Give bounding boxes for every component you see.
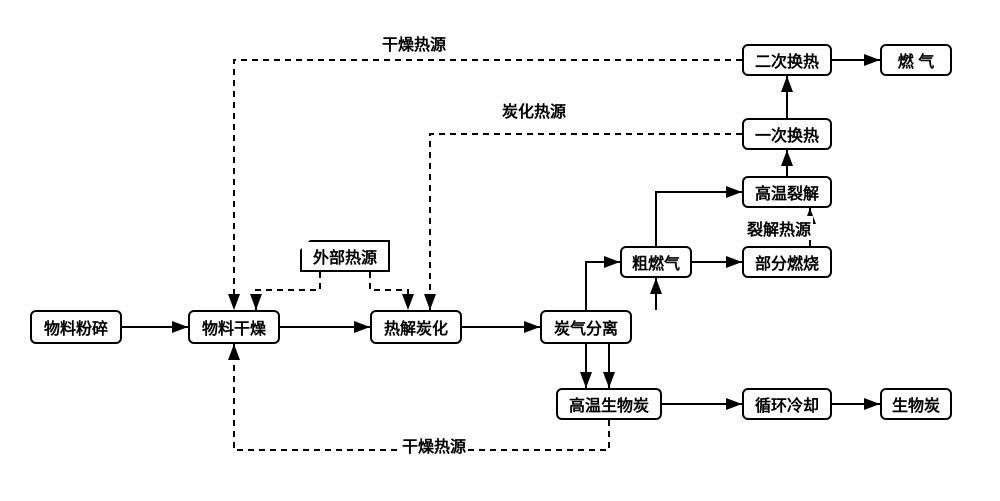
node-label: 循环冷却 (755, 392, 819, 416)
node-label: 燃 气 (898, 48, 934, 72)
node-n12: 循环冷却 (742, 388, 832, 420)
node-n8: 一次换热 (742, 118, 832, 150)
node-n6: 部分燃烧 (742, 246, 832, 278)
node-n14: 外部热源 (300, 240, 390, 272)
floating-label-l3: 裂解热源 (745, 216, 813, 240)
node-n5: 粗燃气 (620, 246, 692, 278)
node-n2: 物料干燥 (188, 310, 280, 344)
node-label: 外部热源 (313, 244, 377, 268)
node-label: 热解炭化 (384, 315, 448, 339)
node-n13: 生物炭 (880, 388, 952, 420)
node-n1: 物料粉碎 (30, 310, 122, 344)
node-n9: 二次换热 (742, 44, 832, 76)
node-label: 物料粉碎 (44, 315, 108, 339)
node-n4: 炭气分离 (540, 310, 632, 344)
node-label: 生物炭 (892, 392, 940, 416)
node-label: 炭气分离 (554, 315, 618, 339)
node-label: 部分燃烧 (755, 250, 819, 274)
node-n11: 高温生物炭 (556, 388, 662, 420)
node-label: 高温生物炭 (569, 392, 649, 416)
node-label: 高温裂解 (755, 180, 819, 204)
node-label: 二次换热 (755, 48, 819, 72)
node-label: 粗燃气 (632, 250, 680, 274)
floating-label-l2: 炭化热源 (500, 98, 568, 122)
node-label: 一次换热 (755, 122, 819, 146)
node-n3: 热解炭化 (370, 310, 462, 344)
floating-label-l1: 干燥热源 (380, 31, 448, 55)
node-label: 物料干燥 (202, 315, 266, 339)
floating-label-l4: 干燥热源 (400, 433, 468, 457)
node-n10: 燃 气 (880, 44, 952, 76)
node-n7: 高温裂解 (742, 176, 832, 208)
